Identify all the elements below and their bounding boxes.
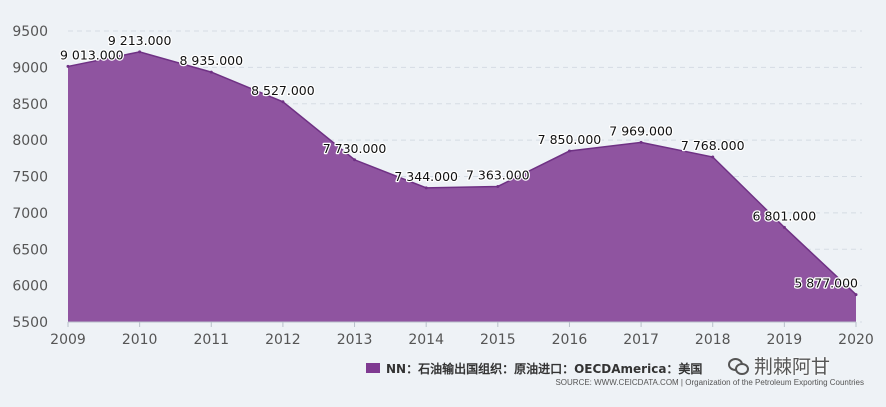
watermark: 荆棘阿甘 xyxy=(728,352,830,379)
y-tick-label: 9000 xyxy=(12,60,48,76)
x-tick-label: 2011 xyxy=(193,332,229,348)
x-tick-label: 2013 xyxy=(337,332,373,348)
data-label: 6 801.000 xyxy=(753,208,817,223)
y-tick-label: 7500 xyxy=(12,170,48,186)
wechat-icon xyxy=(728,357,749,375)
x-tick-label: 2009 xyxy=(50,332,86,348)
x-tick-label: 2018 xyxy=(695,332,731,348)
legend[interactable]: NN：石油输出国组织：原油进口：OECDAmerica：美国 xyxy=(366,360,702,376)
data-point xyxy=(567,149,571,153)
y-tick-label: 5500 xyxy=(12,315,48,331)
data-label: 7 363.000 xyxy=(466,167,530,182)
data-point xyxy=(138,50,142,54)
data-label: 7 344.000 xyxy=(394,169,458,184)
legend-swatch xyxy=(366,363,380,373)
plot-area xyxy=(66,50,858,323)
x-tick-label: 2012 xyxy=(265,332,301,348)
x-tick-label: 2010 xyxy=(122,332,158,348)
y-tick-label: 7000 xyxy=(12,206,48,222)
data-point xyxy=(854,293,858,297)
watermark-text: 荆棘阿甘 xyxy=(754,356,831,378)
series-line xyxy=(67,51,857,296)
data-label: 7 850.000 xyxy=(538,132,602,147)
data-label: 7 768.000 xyxy=(681,138,745,153)
data-label: 8 935.000 xyxy=(179,53,243,68)
data-point xyxy=(209,70,213,74)
x-axis: 2009 2010 2011 2012 2013 2014 2015 2016 2017 2018… xyxy=(50,321,874,348)
data-point xyxy=(66,64,70,68)
data-point xyxy=(782,225,786,229)
y-tick-label: 9500 xyxy=(12,24,48,40)
legend-label: NN：石油输出国组织：原油进口：OECDAmerica：美国 xyxy=(386,361,703,376)
source-note: SOURCE: WWW.CEICDATA.COM | Organization … xyxy=(555,378,864,387)
area-fill xyxy=(68,51,856,323)
x-tick-label: 2015 xyxy=(480,332,516,348)
data-label: 9 013.000 xyxy=(60,47,124,62)
data-point xyxy=(711,155,715,159)
x-tick-label: 2016 xyxy=(552,332,588,348)
y-tick-label: 8500 xyxy=(12,97,48,113)
data-label: 7 730.000 xyxy=(323,141,387,156)
x-tick-label: 2014 xyxy=(408,332,444,348)
data-label: 7 969.000 xyxy=(609,123,673,138)
data-point xyxy=(424,186,428,190)
data-point xyxy=(281,100,285,104)
y-axis: 5500 6000 6500 7000 7500 8000 8500 9000 9500 xyxy=(12,24,48,331)
y-tick-label: 6000 xyxy=(12,279,48,295)
y-tick-label: 8000 xyxy=(12,133,48,149)
data-label: 9 213.000 xyxy=(108,33,172,48)
data-point xyxy=(496,184,500,188)
y-tick-label: 6500 xyxy=(12,242,48,258)
x-tick-label: 2017 xyxy=(623,332,659,348)
data-point xyxy=(639,140,643,144)
data-point xyxy=(353,158,357,162)
x-tick-label: 2019 xyxy=(767,332,803,348)
data-label: 5 877.000 xyxy=(794,276,858,291)
data-label: 8 527.000 xyxy=(251,83,315,98)
x-tick-label: 2020 xyxy=(838,332,874,348)
